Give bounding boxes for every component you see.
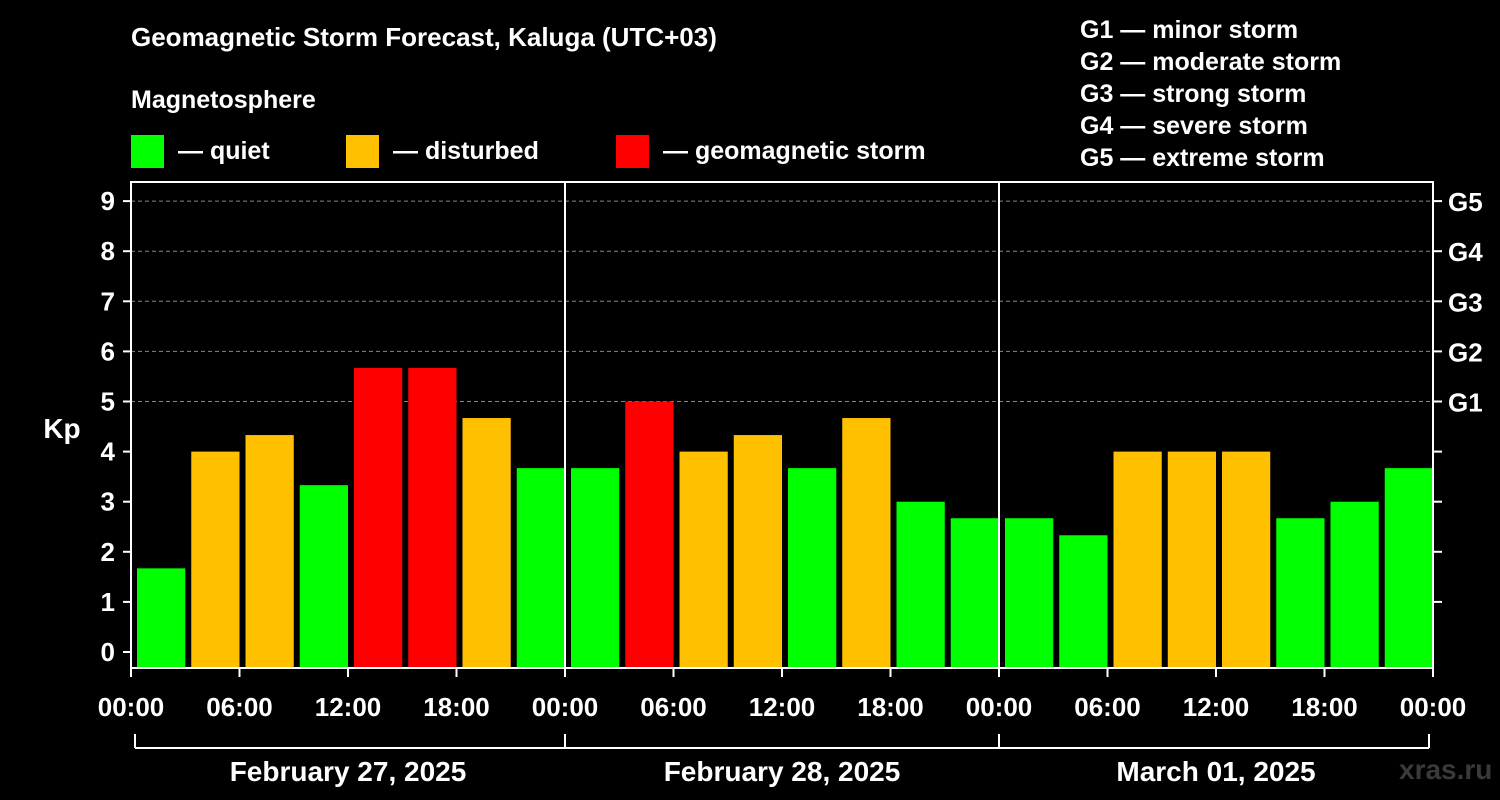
x-tick-label-3: 18:00 bbox=[423, 692, 490, 722]
g-scale-g3: G3 — strong storm bbox=[1080, 80, 1307, 108]
y-tick-label-1: 1 bbox=[101, 587, 115, 617]
g-scale-g5: G5 — extreme storm bbox=[1080, 144, 1325, 172]
date-label-0: February 27, 2025 bbox=[230, 756, 467, 787]
g-scale-g2: G2 — moderate storm bbox=[1080, 48, 1342, 76]
legend-item-quiet: — quiet bbox=[131, 134, 270, 168]
date-label-1: February 28, 2025 bbox=[664, 756, 901, 787]
bar-14 bbox=[896, 501, 945, 668]
y-tick-label-6: 6 bbox=[101, 336, 115, 366]
bar-3 bbox=[299, 485, 348, 668]
bar-4 bbox=[354, 367, 403, 668]
x-tick-label-8: 00:00 bbox=[966, 692, 1033, 722]
bar-10 bbox=[679, 451, 728, 668]
y-tick-label-5: 5 bbox=[101, 387, 115, 417]
bar-23 bbox=[1384, 468, 1433, 668]
x-tick-label-2: 12:00 bbox=[315, 692, 382, 722]
legend-label-disturbed: — disturbed bbox=[393, 136, 539, 165]
bar-2 bbox=[245, 435, 294, 668]
bar-6 bbox=[462, 418, 511, 668]
bar-1 bbox=[191, 451, 240, 668]
y-tick-label-2: 2 bbox=[101, 537, 115, 567]
bar-20 bbox=[1222, 451, 1271, 668]
bar-7 bbox=[516, 468, 565, 668]
bar-17 bbox=[1059, 535, 1108, 668]
right-axis-label-G4: G4 bbox=[1448, 237, 1483, 267]
g-scale-legend: G1 — minor storm G2 — moderate storm G3 … bbox=[1080, 14, 1341, 174]
y-tick-label-7: 7 bbox=[101, 286, 115, 316]
bar-0 bbox=[137, 568, 186, 668]
legend-item-storm: — geomagnetic storm bbox=[616, 134, 926, 168]
y-tick-label-9: 9 bbox=[101, 186, 115, 216]
bar-15 bbox=[950, 518, 999, 668]
x-tick-label-5: 06:00 bbox=[640, 692, 707, 722]
x-tick-label-9: 06:00 bbox=[1074, 692, 1141, 722]
bar-22 bbox=[1330, 501, 1379, 668]
bar-16 bbox=[1005, 518, 1054, 668]
x-tick-label-1: 06:00 bbox=[206, 692, 273, 722]
bar-5 bbox=[408, 367, 457, 668]
legend-item-disturbed: — disturbed bbox=[346, 134, 539, 168]
x-tick-label-11: 18:00 bbox=[1291, 692, 1358, 722]
right-axis-label-G2: G2 bbox=[1448, 337, 1483, 367]
g-scale-g4: G4 — severe storm bbox=[1080, 112, 1308, 140]
y-tick-label-3: 3 bbox=[101, 487, 115, 517]
watermark: xras.ru bbox=[1399, 754, 1493, 785]
legend-label-quiet: — quiet bbox=[178, 136, 270, 165]
y-axis-label: Kp bbox=[43, 413, 80, 444]
bar-18 bbox=[1113, 451, 1162, 668]
bar-9 bbox=[625, 401, 674, 668]
x-tick-label-4: 00:00 bbox=[532, 692, 599, 722]
g-scale-g1: G1 — minor storm bbox=[1080, 16, 1299, 44]
y-tick-label-4: 4 bbox=[101, 437, 116, 467]
chart-title: Geomagnetic Storm Forecast, Kaluga (UTC+… bbox=[131, 22, 717, 52]
bar-21 bbox=[1276, 518, 1325, 668]
x-tick-label-10: 12:00 bbox=[1183, 692, 1250, 722]
bar-19 bbox=[1167, 451, 1216, 668]
date-label-2: March 01, 2025 bbox=[1116, 756, 1315, 787]
right-axis-label-G3: G3 bbox=[1448, 287, 1483, 317]
legend-swatch-quiet bbox=[131, 134, 164, 168]
y-tick-label-0: 0 bbox=[101, 637, 115, 667]
y-tick-label-8: 8 bbox=[101, 236, 115, 266]
x-tick-label-6: 12:00 bbox=[749, 692, 816, 722]
legend-label-storm: — geomagnetic storm bbox=[663, 136, 926, 165]
legend-swatch-storm bbox=[616, 134, 649, 168]
bar-11 bbox=[733, 435, 782, 668]
bar-8 bbox=[571, 468, 620, 668]
bar-13 bbox=[842, 418, 891, 668]
bar-12 bbox=[788, 468, 837, 668]
legend-swatch-disturbed bbox=[346, 134, 379, 168]
legend-heading: Magnetosphere bbox=[131, 86, 316, 114]
x-tick-label-7: 18:00 bbox=[857, 692, 924, 722]
right-axis-label-G5: G5 bbox=[1448, 187, 1483, 217]
right-axis-label-G1: G1 bbox=[1448, 388, 1483, 418]
x-tick-label-0: 00:00 bbox=[98, 692, 165, 722]
x-tick-label-12: 00:00 bbox=[1400, 692, 1467, 722]
